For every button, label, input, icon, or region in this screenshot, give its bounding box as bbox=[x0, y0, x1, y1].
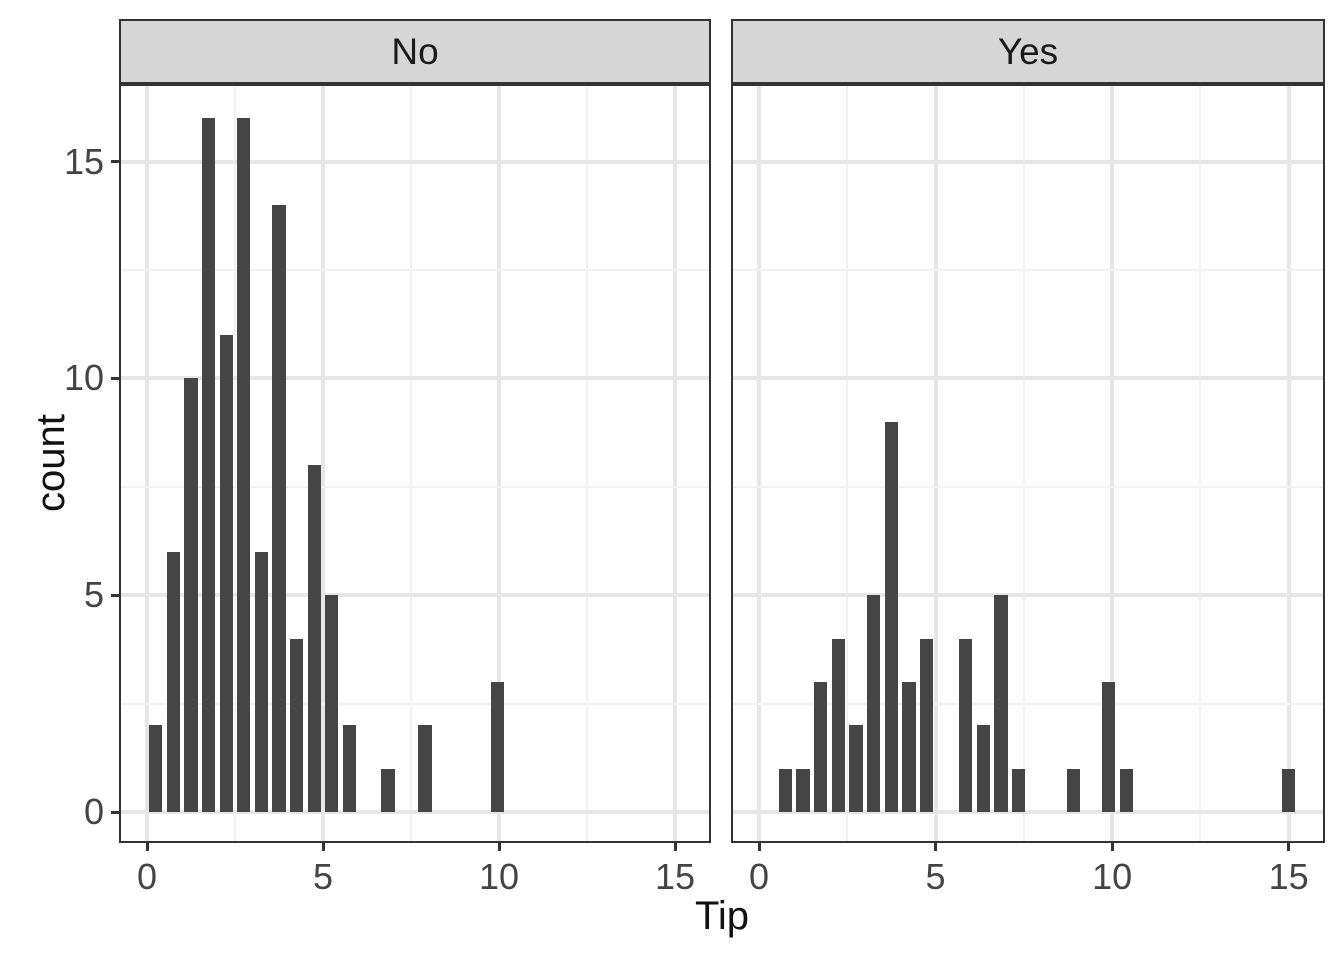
gridline-minor-vertical bbox=[1022, 86, 1025, 841]
histogram-bar bbox=[1066, 768, 1080, 812]
gridline-major-vertical bbox=[321, 86, 325, 841]
gridline-minor-vertical bbox=[586, 86, 588, 841]
histogram-bar bbox=[184, 378, 198, 812]
x-tick-mark bbox=[673, 843, 677, 851]
histogram-bar bbox=[254, 551, 269, 812]
panel-background bbox=[731, 84, 1325, 843]
x-tick-mark bbox=[757, 843, 761, 851]
histogram-bar bbox=[902, 681, 916, 812]
gridline-major-horizontal bbox=[121, 159, 709, 164]
histogram-bar bbox=[814, 681, 828, 812]
gridline-minor-horizontal bbox=[733, 269, 1323, 271]
histogram-bar bbox=[201, 118, 216, 812]
gridline-major-vertical bbox=[757, 86, 761, 841]
x-tick-mark bbox=[145, 843, 149, 851]
histogram-bar bbox=[307, 465, 321, 812]
x-tick-label: 5 bbox=[312, 856, 334, 897]
gridline-major-vertical bbox=[1110, 86, 1115, 841]
histogram-bar bbox=[272, 204, 286, 812]
histogram-bar bbox=[149, 725, 163, 812]
y-tick-label: 10 bbox=[63, 357, 104, 399]
histogram-bar bbox=[958, 638, 973, 812]
gridline-major-vertical bbox=[497, 86, 501, 841]
histogram-bar bbox=[490, 681, 504, 812]
gridline-minor-vertical bbox=[410, 86, 412, 841]
y-tick-mark bbox=[111, 376, 119, 380]
x-tick-label: 0 bbox=[748, 856, 770, 897]
y-tick-mark bbox=[111, 593, 119, 597]
x-tick-mark bbox=[934, 843, 938, 851]
histogram-bar bbox=[867, 595, 881, 812]
gridline-major-vertical bbox=[145, 86, 149, 841]
gridline-minor-horizontal bbox=[733, 702, 1323, 705]
gridline-minor-vertical bbox=[1199, 86, 1202, 841]
histogram-bar bbox=[976, 725, 990, 812]
gridline-major-horizontal bbox=[733, 376, 1323, 381]
histogram-bar bbox=[1281, 768, 1296, 812]
histogram-bar bbox=[849, 725, 863, 812]
facet-strip-yes: Yes bbox=[731, 19, 1325, 84]
facet-strip-label-no: No bbox=[391, 30, 439, 72]
histogram-bar bbox=[1011, 768, 1026, 812]
gridline-major-horizontal bbox=[733, 159, 1323, 164]
histogram-bar bbox=[342, 725, 357, 812]
y-tick-label: 0 bbox=[83, 791, 104, 832]
x-tick-mark bbox=[1110, 843, 1114, 851]
x-tick-label: 10 bbox=[1092, 856, 1133, 897]
gridline-major-vertical bbox=[1286, 86, 1291, 841]
x-tick-label: 10 bbox=[478, 856, 520, 897]
x-tick-mark bbox=[321, 843, 325, 851]
x-tick-mark bbox=[1287, 843, 1291, 851]
histogram-bar bbox=[219, 335, 233, 812]
histogram-bar bbox=[796, 768, 810, 812]
y-tick-label: 15 bbox=[63, 140, 104, 182]
histogram-bar bbox=[994, 595, 1008, 812]
y-tick-mark bbox=[111, 810, 119, 814]
histogram-bar bbox=[289, 638, 304, 812]
x-tick-label: 5 bbox=[925, 856, 946, 897]
y-axis-title: count bbox=[29, 414, 73, 512]
histogram-bar bbox=[166, 551, 181, 812]
gridline-minor-vertical bbox=[846, 86, 849, 841]
histogram-bar bbox=[778, 768, 793, 812]
histogram-bar bbox=[831, 638, 846, 812]
gridline-minor-horizontal bbox=[121, 269, 709, 271]
x-axis-title: Tip bbox=[694, 894, 750, 938]
histogram-bar bbox=[1101, 681, 1116, 812]
gridline-major-vertical bbox=[673, 86, 677, 841]
facet-strip-no: No bbox=[119, 19, 711, 84]
gridline-major-horizontal bbox=[733, 810, 1323, 814]
gridline-minor-horizontal bbox=[121, 485, 709, 488]
x-tick-mark bbox=[497, 843, 501, 851]
histogram-bar bbox=[1119, 768, 1133, 812]
gridline-major-vertical bbox=[933, 86, 938, 841]
gridline-minor-horizontal bbox=[121, 702, 709, 705]
gridline-major-horizontal bbox=[121, 810, 709, 814]
gridline-major-horizontal bbox=[121, 593, 709, 598]
gridline-minor-vertical bbox=[234, 86, 236, 841]
histogram-bar bbox=[418, 725, 432, 812]
gridline-major-horizontal bbox=[733, 593, 1323, 598]
y-tick-label: 5 bbox=[83, 574, 104, 616]
gridline-minor-horizontal bbox=[733, 485, 1323, 488]
histogram-bar bbox=[381, 768, 395, 812]
histogram-bar bbox=[920, 638, 934, 812]
histogram-bar bbox=[884, 421, 899, 812]
panel-background bbox=[119, 84, 711, 843]
y-tick-mark bbox=[111, 160, 119, 164]
x-tick-label: 15 bbox=[1268, 856, 1309, 897]
gridline-major-horizontal bbox=[121, 376, 709, 381]
x-tick-label: 15 bbox=[654, 856, 696, 897]
x-tick-label: 0 bbox=[136, 856, 158, 897]
facet-strip-label-yes: Yes bbox=[997, 30, 1059, 72]
histogram-bar bbox=[325, 595, 339, 812]
histogram-bar bbox=[237, 118, 251, 812]
